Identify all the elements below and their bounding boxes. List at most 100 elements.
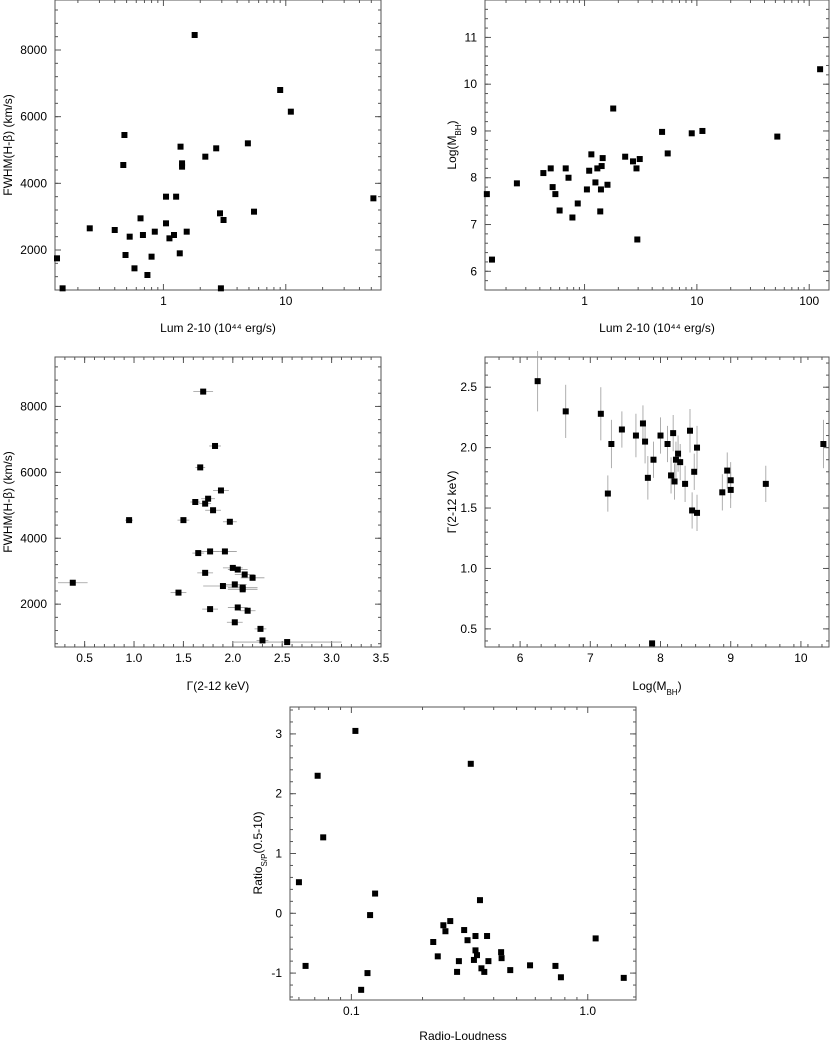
data-point	[212, 442, 219, 449]
data-point	[650, 456, 657, 463]
data-point	[320, 834, 327, 841]
data-point	[226, 518, 233, 525]
data-point	[597, 208, 604, 215]
data-point	[220, 217, 227, 223]
data-point	[478, 965, 485, 972]
x-tick-label: 10	[794, 651, 808, 665]
data-point	[470, 956, 477, 963]
data-point	[239, 584, 246, 591]
data-point	[464, 937, 471, 944]
data-point	[597, 410, 604, 417]
data-point	[126, 517, 133, 524]
data-point	[148, 253, 155, 260]
data-point	[221, 548, 228, 555]
x-ticks: 1 10	[77, 0, 382, 308]
data-point	[249, 574, 256, 581]
data-point	[668, 472, 675, 479]
plot-frame	[484, 356, 830, 648]
data-point	[557, 974, 564, 981]
data-point	[173, 193, 180, 200]
data-point	[192, 499, 199, 505]
data-point	[618, 426, 625, 433]
data-point	[447, 918, 454, 925]
data-point	[202, 569, 209, 576]
data-point	[483, 191, 490, 198]
x-tick-label: 1.0	[579, 1004, 596, 1018]
data-point	[217, 487, 224, 494]
data-point	[430, 938, 437, 945]
data-point	[207, 548, 214, 555]
data-point	[682, 480, 689, 487]
data-point	[629, 158, 636, 165]
x-tick-label: 1.0	[126, 651, 143, 665]
data-point	[302, 962, 309, 969]
data-point	[231, 619, 238, 626]
data-point	[488, 256, 495, 263]
data-point	[820, 441, 827, 447]
data-point	[370, 195, 377, 202]
data-point	[670, 430, 677, 437]
y-tick-label: 2.0	[460, 441, 477, 455]
data-point	[727, 486, 734, 493]
x-ticks: 0.5 1.0 1.5 2.0 2.5 3.0 3.5	[54, 357, 390, 665]
y-tick-label: 0	[275, 906, 282, 920]
points	[534, 378, 827, 647]
data-point	[598, 163, 605, 170]
error-bars	[57, 391, 342, 643]
data-point	[719, 489, 726, 496]
data-point	[440, 922, 447, 929]
y-tick-label: 6	[470, 264, 477, 278]
data-point	[604, 490, 611, 497]
points	[54, 32, 377, 292]
data-point	[657, 432, 664, 439]
data-point	[244, 140, 251, 147]
x-axis-label: Radio-Loudness	[419, 1029, 506, 1043]
data-point	[287, 108, 294, 115]
y-tick-label: 4000	[20, 176, 47, 190]
data-point	[179, 163, 186, 170]
data-point	[454, 968, 461, 975]
plot-frame	[484, 0, 830, 291]
data-point	[54, 255, 61, 262]
data-point	[649, 640, 656, 647]
y-tick-label: 2000	[20, 597, 47, 611]
data-point	[583, 186, 590, 193]
y-tick-label: 7	[470, 218, 477, 232]
data-point	[163, 193, 170, 200]
data-point	[599, 155, 606, 162]
x-axis-label: Log(MBH)	[632, 679, 681, 697]
data-point	[139, 232, 146, 238]
data-point	[574, 200, 581, 207]
data-point	[295, 879, 302, 886]
data-point	[177, 143, 184, 150]
data-point	[259, 637, 266, 644]
data-point	[352, 727, 359, 734]
data-point	[144, 272, 151, 278]
data-point	[677, 459, 684, 466]
data-point	[217, 210, 224, 217]
x-ticks: 6 7 8 9 10	[484, 357, 823, 665]
points	[69, 388, 291, 646]
data-point	[547, 165, 554, 172]
data-point	[597, 186, 604, 193]
panel-black-hole-mass-vs-luminosity: 1 10 100 6 7 8 9 10 11 Lum 2-10 (10⁴⁴ erg/s) Lo…	[445, 0, 830, 335]
x-tick-label: 1	[160, 294, 167, 308]
y-tick-label: 3	[275, 727, 282, 741]
data-point	[562, 165, 569, 172]
data-point	[314, 772, 321, 779]
y-axis-label: RatioS/P(0.5-10)	[251, 812, 269, 895]
data-point	[672, 456, 679, 463]
data-point	[151, 228, 158, 235]
data-point	[694, 509, 701, 516]
data-point	[122, 252, 129, 258]
x-tick-label: 8	[657, 651, 664, 665]
data-point	[549, 184, 556, 191]
y-ticks: -1 0 1 2 3	[271, 709, 636, 998]
data-point	[179, 160, 186, 167]
data-point	[727, 477, 734, 484]
data-point	[633, 165, 640, 172]
data-point	[507, 967, 514, 974]
data-point	[442, 928, 449, 935]
data-point	[622, 153, 629, 160]
y-tick-label: 9	[470, 124, 477, 138]
